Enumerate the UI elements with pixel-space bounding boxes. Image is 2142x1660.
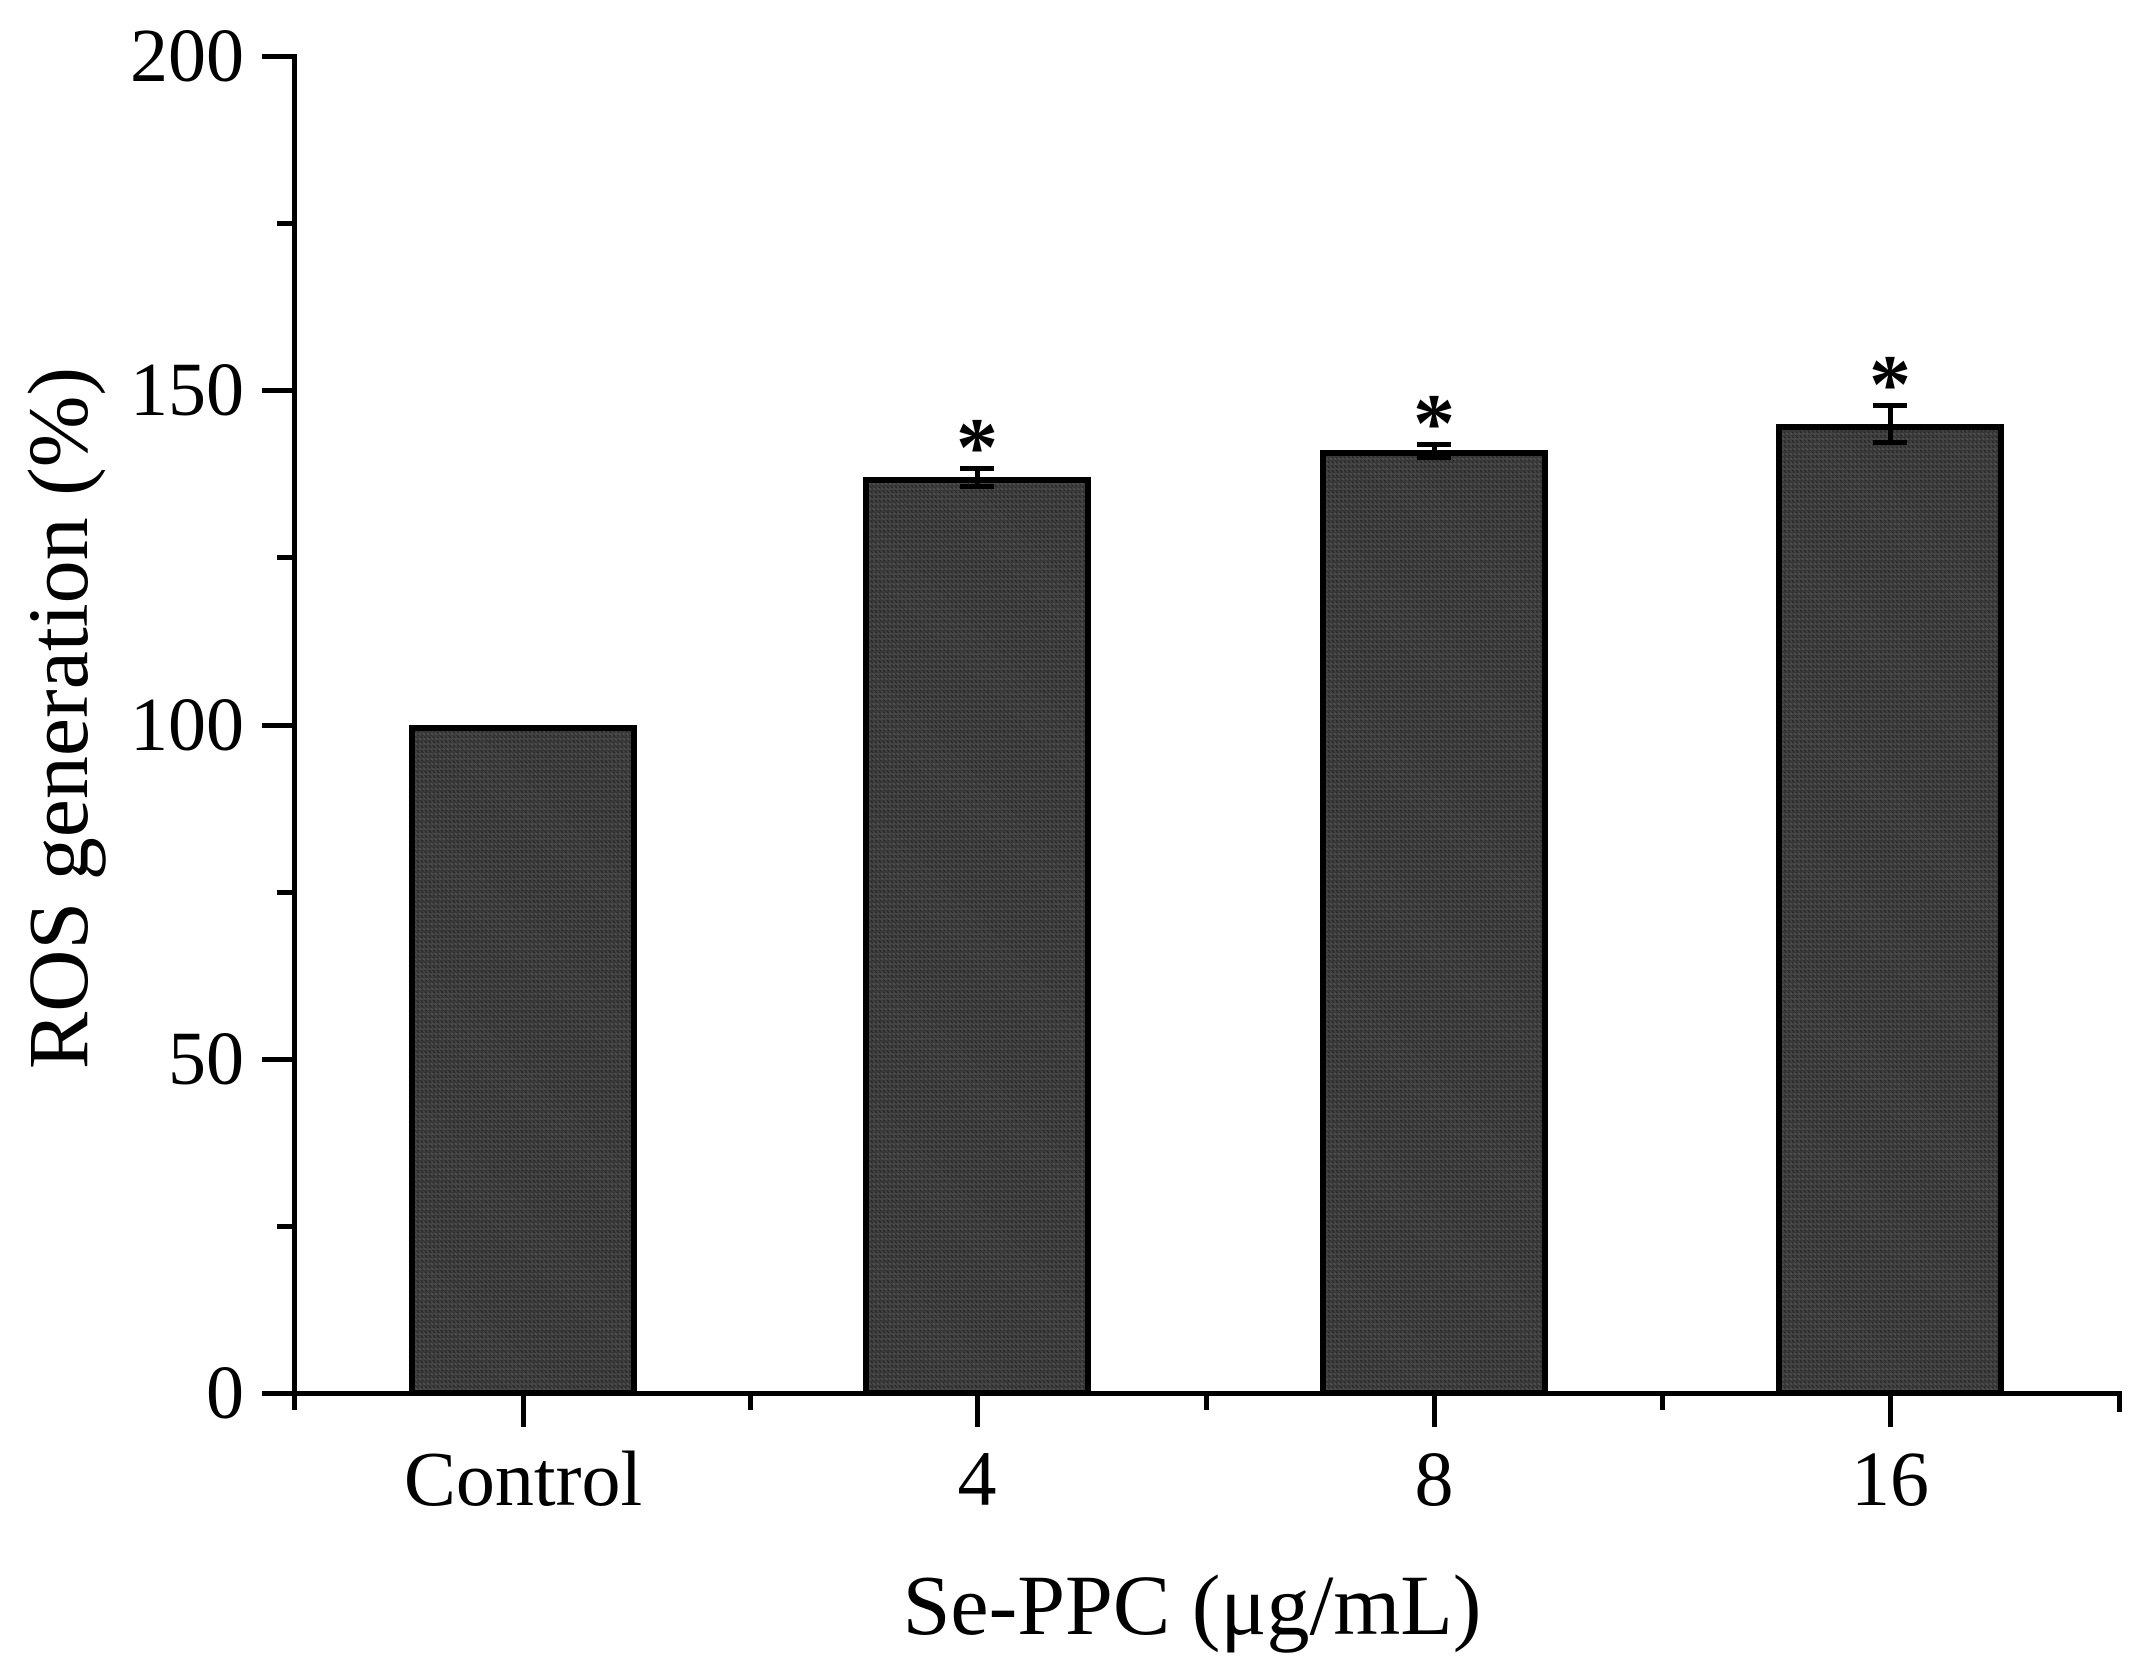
x-category-label-8: 8 (1414, 1435, 1454, 1522)
error-bar-cap-bottom-16 (1873, 440, 1907, 446)
x-minor-tick-0 (748, 1393, 753, 1410)
y-tick-label-150: 150 (130, 348, 244, 433)
error-bar-line-16 (1888, 404, 1893, 443)
y-major-tick-100 (262, 722, 292, 728)
bar-4 (863, 477, 1091, 1396)
significance-asterisk-4: * (956, 401, 998, 495)
y-tick-label-100: 100 (130, 682, 244, 767)
y-minor-tick-175 (277, 221, 292, 227)
error-bar-cap-bottom-8 (1417, 455, 1451, 461)
significance-asterisk-8: * (1413, 376, 1455, 470)
x-minor-tick-1 (1204, 1393, 1209, 1410)
y-axis-title: ROS generation (%) (10, 366, 106, 1070)
error-bar-line-8 (1432, 443, 1437, 458)
y-axis-line (292, 54, 297, 1395)
x-major-tick-control (521, 1393, 526, 1427)
error-bar-line-4 (975, 468, 980, 486)
y-tick-label-200: 200 (130, 14, 244, 98)
x-tick-origin (292, 1393, 297, 1410)
error-bar-cap-top-4 (960, 466, 994, 472)
y-major-tick-150 (262, 388, 292, 394)
x-minor-tick-2 (1660, 1393, 1665, 1410)
significance-asterisk-16: * (1869, 337, 1911, 431)
bar-8 (1320, 450, 1548, 1396)
x-tick-axis-end (2117, 1393, 2122, 1412)
y-major-tick-50 (262, 1056, 292, 1062)
bar-control (409, 724, 637, 1396)
x-category-label-control: Control (403, 1435, 643, 1522)
x-category-label-16: 16 (1851, 1435, 1929, 1522)
x-category-label-4: 4 (957, 1435, 997, 1522)
y-minor-tick-125 (277, 555, 292, 561)
x-axis-title: Se-PPC (μg/mL) (902, 1557, 1482, 1653)
error-bar-cap-bottom-4 (960, 483, 994, 489)
bar-16 (1776, 423, 2004, 1396)
y-major-tick-0 (262, 1391, 292, 1396)
y-tick-label-0: 0 (206, 1351, 244, 1435)
x-axis-line (265, 1391, 2122, 1396)
error-bar-cap-top-8 (1417, 441, 1451, 447)
x-major-tick-4 (975, 1393, 980, 1427)
y-minor-tick-25 (277, 1223, 292, 1229)
error-bar-cap-top-16 (1873, 402, 1907, 408)
x-major-tick-16 (1888, 1393, 1893, 1427)
y-tick-label-50: 50 (168, 1016, 244, 1101)
x-major-tick-8 (1432, 1393, 1437, 1427)
y-major-tick-200 (262, 54, 292, 59)
y-minor-tick-75 (277, 889, 292, 895)
